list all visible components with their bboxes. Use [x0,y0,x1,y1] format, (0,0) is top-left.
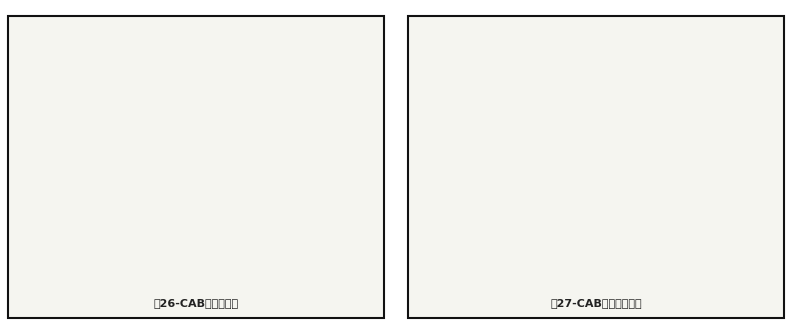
X-axis label: 曝晒时间（月）: 曝晒时间（月） [189,282,233,292]
Text: UVA-340 1.35，4/4: UVA-340 1.35，4/4 [539,228,634,238]
Text: 亚利桑那州: 亚利桑那州 [242,166,274,176]
Text: 俄亥俄州: 俄亥俄州 [255,225,280,235]
Text: 只进行UVA-340 1.35 UV: 只进行UVA-340 1.35 UV [518,166,626,176]
Text: 图27-CAB、实验室老化: 图27-CAB、实验室老化 [550,298,642,308]
X-axis label: 曝晒时间（小时）: 曝晒时间（小时） [582,282,632,292]
Y-axis label: delta  b*: delta b* [419,145,430,189]
Y-axis label: delta  b*: delta b* [27,145,37,189]
Text: 图26-CAB、户外老化: 图26-CAB、户外老化 [154,298,238,308]
